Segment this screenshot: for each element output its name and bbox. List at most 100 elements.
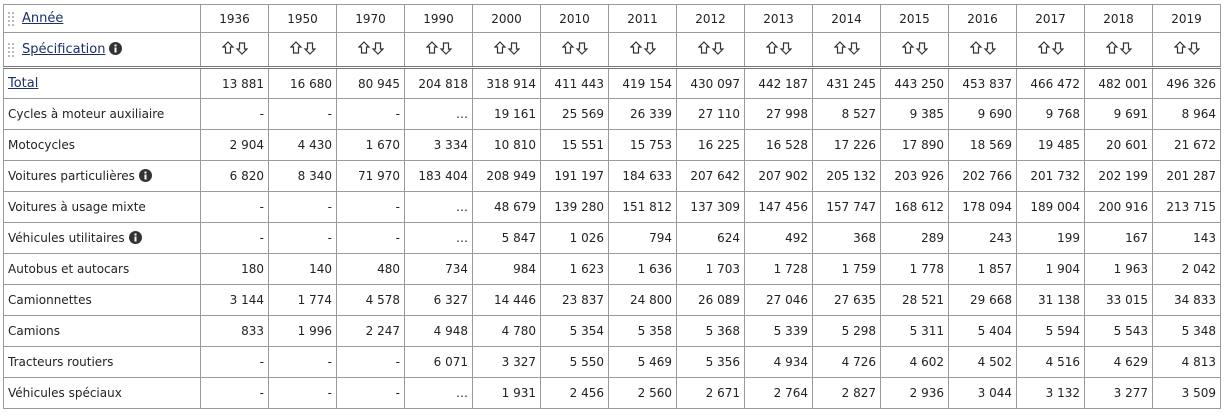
value-cell: 5 356 <box>676 346 745 378</box>
row-label[interactable]: Total <box>8 76 39 91</box>
value-cell: 443 250 <box>880 67 949 99</box>
sort-icon[interactable] <box>357 41 384 55</box>
value-cell: 168 612 <box>880 191 949 223</box>
value-cell: 5 311 <box>880 315 949 347</box>
value-cell: 27 046 <box>744 284 813 316</box>
row-label: Motocycles <box>8 138 76 152</box>
year-header[interactable]: 2013 <box>744 4 813 33</box>
sort-cell <box>336 32 405 69</box>
value-cell: 5 358 <box>608 315 677 347</box>
sort-icon[interactable] <box>1105 41 1132 55</box>
value-cell: 453 837 <box>948 67 1017 99</box>
sort-icon[interactable] <box>969 41 996 55</box>
year-header[interactable]: 1936 <box>200 4 269 33</box>
sort-icon[interactable] <box>833 41 860 55</box>
sort-cell <box>1152 32 1221 69</box>
sort-icon[interactable] <box>1037 41 1064 55</box>
row-label: Voitures particulières <box>8 169 135 183</box>
value-cell: 6 071 <box>404 346 473 378</box>
value-cell: 207 642 <box>676 160 745 192</box>
value-cell: 27 998 <box>744 98 813 130</box>
year-header[interactable]: 2000 <box>472 4 541 33</box>
value-cell: 183 404 <box>404 160 473 192</box>
value-cell: 202 766 <box>948 160 1017 192</box>
value-cell: 419 154 <box>608 67 677 99</box>
year-header[interactable]: 2018 <box>1084 4 1153 33</box>
value-cell: 2 247 <box>336 315 405 347</box>
value-cell: 1 759 <box>812 253 881 285</box>
value-cell: 178 094 <box>948 191 1017 223</box>
value-cell: 3 334 <box>404 129 473 161</box>
value-cell: 5 368 <box>676 315 745 347</box>
value-cell: - <box>336 191 405 223</box>
sort-cell <box>676 32 745 69</box>
value-cell: 6 820 <box>200 160 269 192</box>
year-header[interactable]: 2015 <box>880 4 949 33</box>
value-cell: 4 602 <box>880 346 949 378</box>
year-label[interactable]: Année <box>22 11 64 26</box>
year-header[interactable]: 2017 <box>1016 4 1085 33</box>
value-cell: 25 569 <box>540 98 609 130</box>
sort-icon[interactable] <box>901 41 928 55</box>
row-label-cell: Tracteurs routiers <box>3 346 201 378</box>
sort-icon[interactable] <box>629 41 656 55</box>
row-label-cell: Camionnettes <box>3 284 201 316</box>
value-cell: - <box>268 222 337 254</box>
data-row: Voitures à usage mixte - - -… 48 679 139 280 1… <box>3 191 1221 223</box>
value-cell: 5 339 <box>744 315 813 347</box>
value-cell: 80 945 <box>336 67 405 99</box>
value-cell: 31 138 <box>1016 284 1085 316</box>
data-row: Camionnettes 3 144 1 774 4 578 6 327 14 446 23… <box>3 284 1221 316</box>
value-cell: - <box>336 377 405 409</box>
value-cell: 28 521 <box>880 284 949 316</box>
value-cell: 33 015 <box>1084 284 1153 316</box>
value-cell: 3 327 <box>472 346 541 378</box>
year-header[interactable]: 2010 <box>540 4 609 33</box>
value-cell: 1 636 <box>608 253 677 285</box>
value-cell: 17 226 <box>812 129 881 161</box>
value-cell: 8 964 <box>1152 98 1221 130</box>
value-cell: 3 509 <box>1152 377 1221 409</box>
value-cell: 411 443 <box>540 67 609 99</box>
year-header[interactable]: 1970 <box>336 4 405 33</box>
value-cell: - <box>268 98 337 130</box>
value-cell: 3 044 <box>948 377 1017 409</box>
sort-cell <box>608 32 677 69</box>
value-cell: 15 551 <box>540 129 609 161</box>
value-cell: 201 287 <box>1152 160 1221 192</box>
year-header[interactable]: 1950 <box>268 4 337 33</box>
sort-icon[interactable] <box>493 41 520 55</box>
year-header[interactable]: 2019 <box>1152 4 1221 33</box>
data-row: Camions 833 1 996 2 247 4 948 4 780 5 354 5 358… <box>3 315 1221 347</box>
sort-icon[interactable] <box>289 41 316 55</box>
sort-icon[interactable] <box>697 41 724 55</box>
sort-icon[interactable] <box>425 41 452 55</box>
sort-cell <box>744 32 813 69</box>
data-table: Année 1936 1950 1970 1990 2000 2010 2011 2012 20… <box>3 4 1221 409</box>
info-icon[interactable] <box>109 42 123 55</box>
year-header[interactable]: 2012 <box>676 4 745 33</box>
year-header[interactable]: 2016 <box>948 4 1017 33</box>
year-header[interactable]: 2014 <box>812 4 881 33</box>
year-header[interactable]: 2011 <box>608 4 677 33</box>
data-row: Cycles à moteur auxiliaire - - -… 19 161 25 5… <box>3 98 1221 130</box>
value-cell: 734 <box>404 253 473 285</box>
value-cell: 4 813 <box>1152 346 1221 378</box>
value-cell: 140 <box>268 253 337 285</box>
info-icon[interactable] <box>138 169 152 182</box>
year-header[interactable]: 1990 <box>404 4 473 33</box>
spec-label[interactable]: Spécification <box>22 42 106 57</box>
sort-icon[interactable] <box>221 41 248 55</box>
info-icon[interactable] <box>128 231 142 244</box>
value-cell: 8 527 <box>812 98 881 130</box>
value-cell: 8 340 <box>268 160 337 192</box>
value-cell: 4 516 <box>1016 346 1085 378</box>
value-cell: 199 <box>1016 222 1085 254</box>
sort-icon[interactable] <box>765 41 792 55</box>
value-cell: 17 890 <box>880 129 949 161</box>
sort-icon[interactable] <box>1173 41 1200 55</box>
value-cell: - <box>336 222 405 254</box>
value-cell: 202 199 <box>1084 160 1153 192</box>
sort-cell <box>1016 32 1085 69</box>
sort-icon[interactable] <box>561 41 588 55</box>
